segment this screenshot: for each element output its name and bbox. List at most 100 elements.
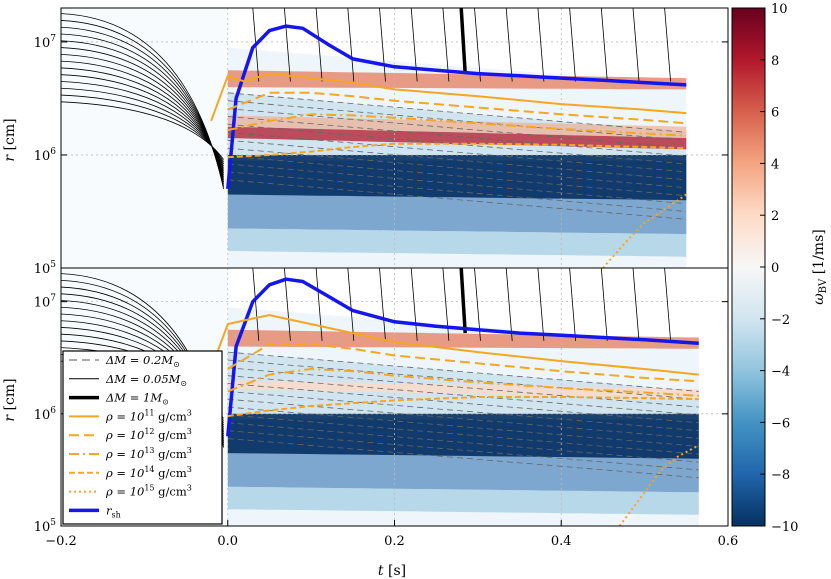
y-tick-exp: 6 — [50, 147, 56, 157]
shock-red-band — [227, 70, 687, 90]
mass-shell-dashed-line — [227, 100, 687, 141]
colorbar-tick-label: 2 — [771, 209, 779, 224]
colorbar: 10 8 6 4 2 0 −2 −4 −6 −8 −10 ωBV [1/ms] — [731, 2, 829, 535]
legend-label: ρ = 1015 g/cm3 — [105, 484, 192, 499]
mass-shell-dashed-lines — [227, 351, 699, 479]
y-tick-base: 10 — [34, 408, 51, 423]
legend-label-tailsup: 3 — [187, 484, 192, 493]
legend-label-tail: g/cm — [155, 466, 187, 480]
mass-shell-dashed-line — [227, 139, 687, 181]
legend-label: rsh — [106, 503, 121, 519]
mass-shell-line — [347, 268, 355, 341]
legend-label-sub: ⊙ — [180, 379, 187, 388]
x-tick-label: 0.6 — [718, 534, 739, 549]
legend-label-main: ρ = 10 — [105, 447, 144, 461]
colorbar-label-sub: BV — [818, 278, 829, 293]
y-tick-exp: 6 — [50, 406, 56, 416]
x-ticks: −0.2 0.0 0.2 0.4 0.6 — [45, 520, 738, 549]
legend-label-sub: sh — [112, 510, 121, 519]
legend-label: ρ = 1014 g/cm3 — [105, 465, 192, 480]
mass-shell-dashed-line — [227, 383, 699, 424]
legend-label-tail: g/cm — [155, 447, 187, 461]
mass-shell-line — [600, 268, 608, 341]
legend-label-tail: g/cm — [155, 428, 187, 442]
mass-shell-line — [664, 8, 671, 82]
mass-shell-dashed-line — [227, 422, 699, 463]
mass-shell-line — [410, 268, 418, 341]
mass-shell-line — [632, 268, 640, 341]
legend-label: ΔM = 1M⊙ — [105, 391, 169, 407]
mass-shell-line — [315, 268, 323, 341]
mass-shell-dashed-line — [227, 163, 687, 204]
legend-label: ρ = 1011 g/cm3 — [105, 408, 192, 423]
mass-shell-dashed-line — [227, 108, 687, 149]
mass-shell-line — [600, 8, 608, 82]
bottom-y-axis-label-main: r — [2, 414, 18, 422]
y-tick-label: 105 — [34, 518, 57, 535]
mass-shell-line — [664, 268, 671, 341]
mass-shell-line — [569, 8, 576, 82]
y-tick-exp: 7 — [50, 294, 56, 304]
colorbar-bar — [731, 7, 766, 527]
legend-label-main: ΔM = 0.2M — [105, 353, 174, 367]
y-tick-label: 106 — [34, 147, 57, 164]
mass-shell-dashed-line — [227, 116, 687, 157]
mass-shell-dashed-line — [227, 179, 687, 220]
mass-shell-line — [442, 8, 450, 82]
outer-red-band — [227, 115, 687, 138]
mass-shell-dashed-line — [227, 375, 699, 416]
x-axis-label: t [s] — [378, 563, 406, 579]
outer-blue-band — [227, 228, 687, 257]
legend-label-tail: g/cm — [155, 409, 187, 423]
x-tick-label: −0.2 — [45, 534, 77, 549]
mass-shell-dashed-lines — [227, 92, 687, 220]
mass-shell-dashed-line — [227, 414, 699, 455]
y-tick-label: 107 — [34, 34, 57, 51]
mass-shell-line — [315, 8, 323, 82]
legend-label-tailsup: 3 — [187, 408, 192, 417]
legend-label-main: ρ = 10 — [105, 428, 144, 442]
legend-entry-dm1: ΔM = 1M⊙ — [69, 391, 169, 407]
pre-bounce-region — [61, 8, 228, 268]
legend-label-tailsup: 3 — [187, 465, 192, 474]
colorbar-label-symbol: ω — [811, 293, 827, 305]
mass-shell-dashed-line — [227, 438, 699, 479]
mass-shell-1msun — [459, 8, 467, 74]
legend-entry-dm02: ΔM = 0.2M⊙ — [69, 353, 180, 369]
legend-entry-rho14: ρ = 1014 g/cm3 — [69, 465, 192, 480]
mass-shell-dashed-line — [227, 147, 687, 189]
legend-entry-rho12: ρ = 1012 g/cm3 — [69, 427, 192, 442]
inner-red-band — [227, 380, 699, 399]
top-y-axis-label: r [cm] — [2, 118, 18, 161]
y-tick-base: 10 — [34, 149, 51, 164]
y-tick-base: 10 — [34, 36, 51, 51]
mass-shell-line — [505, 268, 513, 341]
legend-label-sub: ⊙ — [162, 398, 169, 407]
x-axis-label-unit: [s] — [384, 563, 407, 579]
legend-label: ρ = 1013 g/cm3 — [105, 446, 192, 461]
legend-label-sup: 12 — [144, 427, 154, 436]
y-tick-label: 106 — [34, 406, 57, 423]
series-rsh — [226, 24, 687, 190]
series-rho13 — [227, 113, 687, 137]
colorbar-tick-label: 0 — [771, 261, 779, 276]
legend-entry-rho15: ρ = 1015 g/cm3 — [69, 484, 192, 499]
colorbar-tick-label: −8 — [771, 468, 790, 483]
mass-shell-dashed-line — [227, 155, 687, 197]
mass-shell-line — [61, 101, 224, 160]
mass-shell-line — [284, 8, 291, 82]
mass-shell-line — [505, 8, 513, 82]
mass-shell-dashed-line — [227, 367, 699, 408]
mass-shell-dashed-line — [227, 406, 699, 447]
grid — [61, 8, 728, 268]
x-tick-label: 0.0 — [217, 534, 238, 549]
legend-label-main: r — [106, 503, 113, 517]
legend-label-main: ρ = 10 — [105, 485, 144, 499]
y-tick-base: 10 — [34, 296, 51, 311]
y-tick-label: 105 — [34, 260, 57, 277]
x-tick-label: 0.4 — [551, 534, 572, 549]
legend-entry-rho11: ρ = 1011 g/cm3 — [69, 408, 192, 423]
legend-label-main: ρ = 10 — [105, 409, 144, 423]
